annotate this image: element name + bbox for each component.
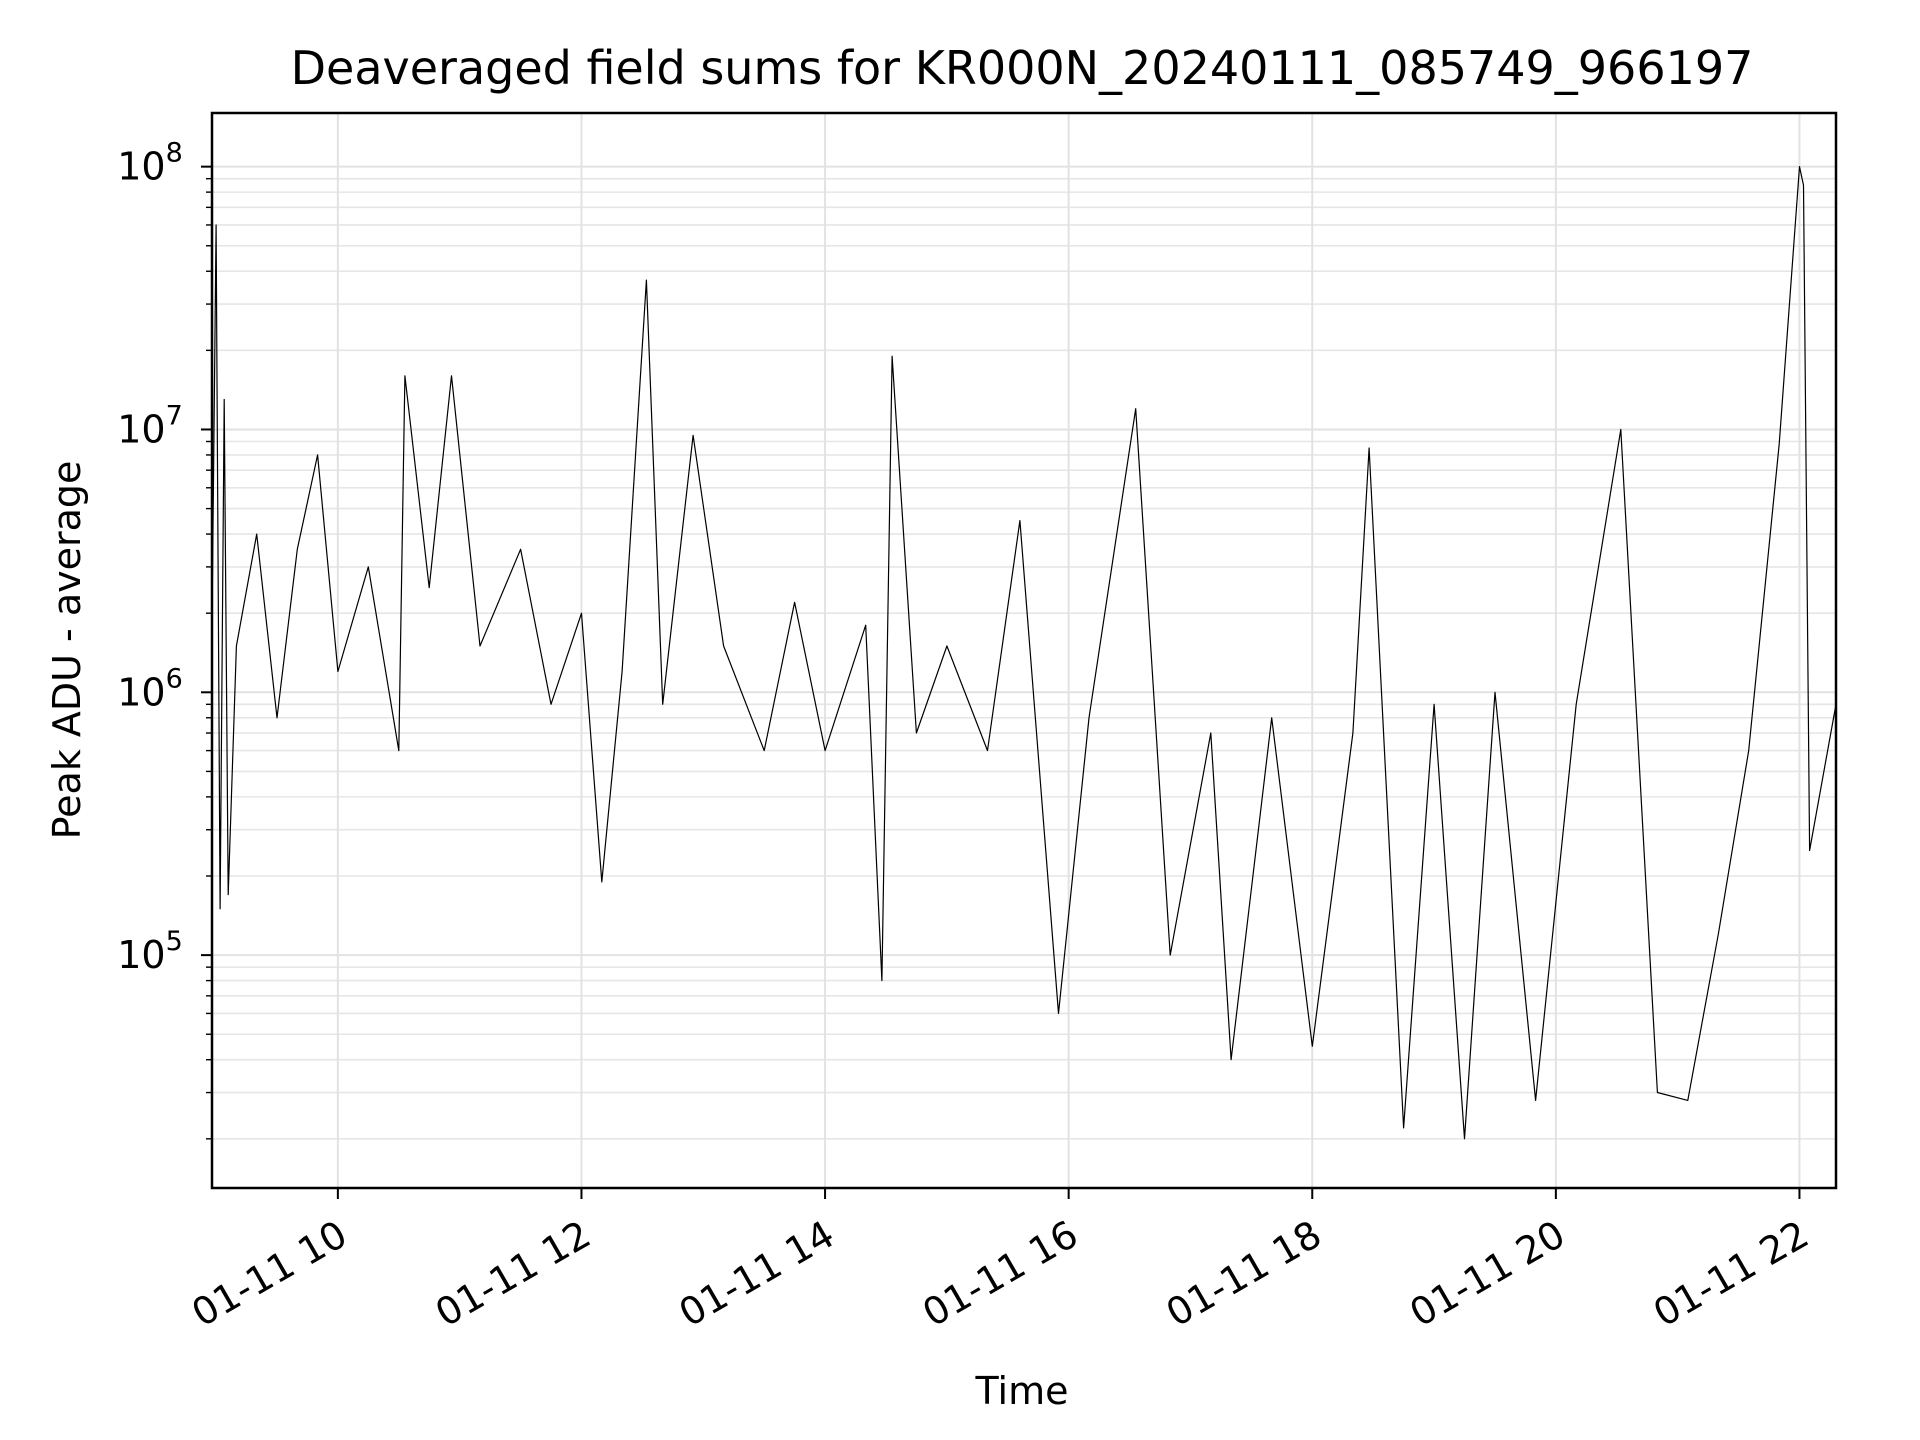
y-tick-label-exponent: 5 — [166, 926, 183, 957]
y-tick-label: 108 — [117, 138, 183, 189]
y-axis-label: Peak ADU - average — [45, 461, 89, 840]
y-tick-label: 107 — [117, 400, 183, 451]
y-tick-label-exponent: 8 — [166, 138, 183, 169]
series-line — [211, 166, 1837, 1140]
y-tick-label-base: 10 — [117, 933, 165, 977]
y-tick-label: 105 — [117, 926, 183, 977]
y-tick-label-base: 10 — [117, 145, 165, 189]
chart-title: Deaveraged field sums for KR000N_2024011… — [291, 41, 1754, 95]
y-tick-label-base: 10 — [117, 407, 165, 451]
y-tick-label: 106 — [117, 663, 183, 714]
plot-area — [210, 111, 1838, 1190]
major-gridlines — [212, 113, 1836, 1188]
y-tick-label-exponent: 7 — [166, 400, 183, 431]
y-tick-label-exponent: 6 — [166, 663, 183, 694]
x-axis-label: Time — [975, 1369, 1069, 1413]
plot-frame — [210, 111, 1838, 1190]
y-tick-label-base: 10 — [117, 670, 165, 714]
